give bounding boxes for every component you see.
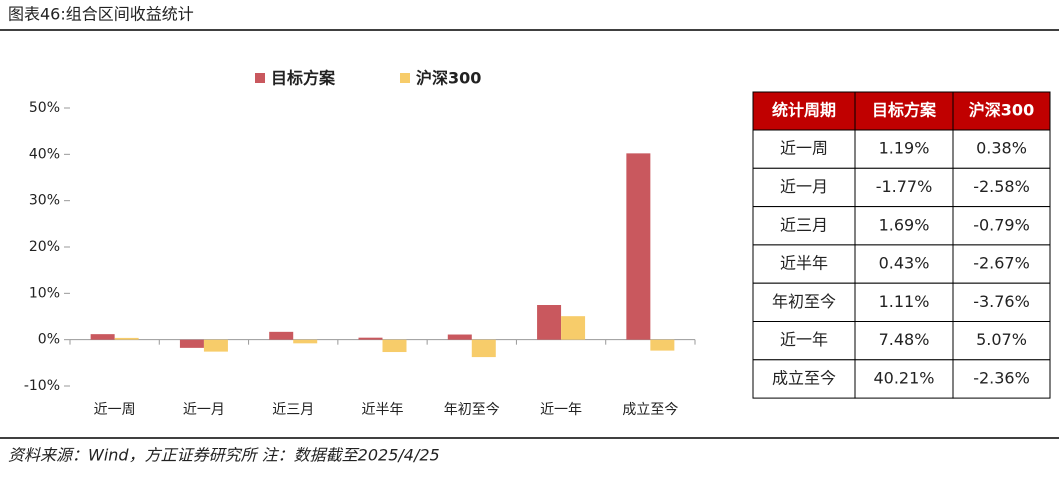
bar	[537, 305, 562, 340]
table-cell	[752, 359, 856, 399]
y-tick-label: 50%	[29, 100, 60, 116]
table-cell-text: 1.11%	[879, 292, 930, 311]
table-cell-text: 近一月	[780, 177, 828, 196]
table-cell-text: 近一年	[780, 330, 828, 349]
table-cell	[854, 244, 954, 284]
legend-swatch	[400, 73, 410, 83]
table-cell-text: 年初至今	[772, 292, 836, 311]
table-cell-text: 0.43%	[879, 254, 930, 273]
legend-label: 目标方案	[271, 69, 336, 88]
table-cell	[752, 244, 856, 284]
bar	[179, 339, 204, 348]
table-cell-text: -2.58%	[973, 177, 1030, 196]
y-tick-label: -10%	[24, 378, 60, 394]
table-cell-text: 近三月	[780, 215, 828, 234]
y-tick-label: 0%	[38, 332, 60, 348]
table-header: 统计周期	[772, 101, 836, 120]
table-cell-text: -2.36%	[973, 368, 1030, 387]
x-tick-label: 近半年	[362, 402, 404, 418]
table-cell	[952, 359, 1051, 399]
table-cell	[752, 282, 856, 323]
table-cell-text: -1.77%	[876, 177, 933, 196]
x-tick-label: 年初至今	[444, 401, 500, 418]
bar	[447, 334, 472, 340]
bar	[382, 339, 407, 353]
table-header: 沪深300	[969, 101, 1034, 120]
table-cell-text: 5.07%	[976, 330, 1027, 349]
figure-title: 图表46:组合区间收益统计	[8, 5, 194, 24]
y-tick-label: 40%	[29, 146, 60, 162]
table-cell	[854, 167, 954, 208]
bar	[293, 339, 318, 344]
table-cell	[952, 282, 1051, 323]
table-header-cell	[952, 91, 1051, 131]
table-cell-text: 40.21%	[873, 368, 934, 387]
table-cell	[752, 206, 856, 246]
x-tick-label: 近一年	[540, 402, 582, 418]
table-cell-text: 0.38%	[976, 139, 1027, 158]
source-note: 资料来源：Wind，方正证券研究所 注：数据截至2025/4/25	[8, 446, 440, 465]
table-header: 目标方案	[872, 101, 937, 120]
table-cell	[952, 129, 1051, 169]
table-cell-text: 成立至今	[772, 368, 836, 387]
table-cell	[952, 167, 1051, 208]
bar	[269, 331, 294, 340]
table-header-cell	[854, 91, 954, 131]
table-cell-text: 7.48%	[879, 330, 930, 349]
bar	[561, 316, 586, 340]
table-cell	[952, 244, 1051, 284]
y-tick-label: 10%	[29, 285, 60, 301]
y-tick-label: 20%	[29, 239, 60, 255]
table-cell-text: -0.79%	[973, 215, 1030, 234]
table-cell-text: 1.69%	[879, 215, 930, 234]
legend-label: 沪深300	[416, 69, 481, 88]
bar	[203, 339, 228, 352]
y-tick-label: 30%	[29, 193, 60, 209]
table-cell	[752, 321, 856, 361]
table-cell-text: 1.19%	[879, 139, 930, 158]
bar	[90, 334, 115, 340]
table-cell-text: 近半年	[780, 254, 828, 273]
x-tick-label: 近一周	[94, 402, 136, 418]
bar	[626, 153, 651, 340]
table-cell	[854, 359, 954, 399]
table-cell-text: -2.67%	[973, 254, 1030, 273]
x-tick-label: 成立至今	[622, 402, 678, 418]
bar	[358, 337, 383, 340]
table-cell-text: 近一周	[780, 139, 828, 158]
table-cell-text: -3.76%	[973, 292, 1030, 311]
bar	[114, 337, 139, 340]
x-tick-label: 近一月	[183, 402, 225, 418]
x-tick-label: 近三月	[272, 402, 314, 418]
table-cell	[952, 206, 1051, 246]
bar	[650, 339, 675, 351]
table-cell	[854, 282, 954, 323]
bar	[471, 339, 496, 358]
legend-swatch	[255, 73, 265, 83]
table-cell	[752, 129, 856, 169]
